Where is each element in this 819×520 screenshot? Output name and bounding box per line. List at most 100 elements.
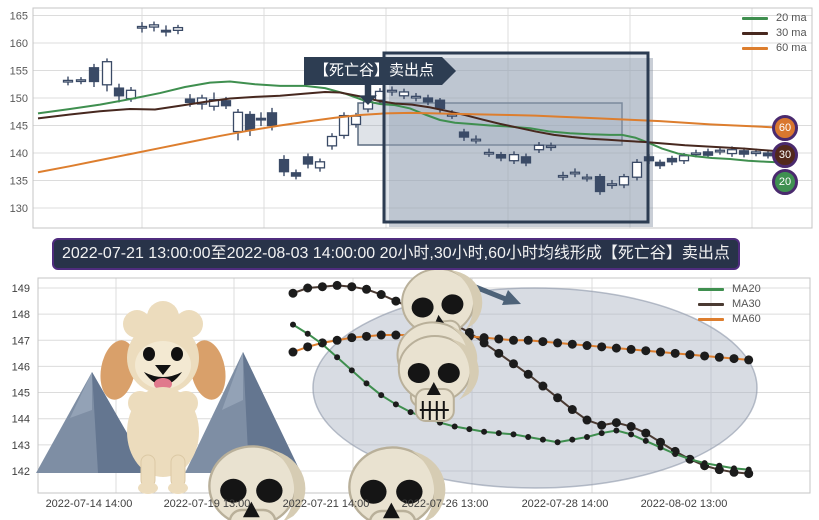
data-point bbox=[685, 350, 695, 360]
candle bbox=[666, 155, 678, 166]
candle bbox=[581, 173, 593, 182]
data-point bbox=[525, 433, 532, 440]
y-tick-label: 147 bbox=[12, 335, 30, 347]
candle bbox=[470, 135, 482, 144]
data-point bbox=[495, 430, 502, 437]
candle bbox=[557, 171, 569, 181]
candle bbox=[520, 153, 532, 167]
data-point bbox=[348, 367, 355, 374]
data-point bbox=[376, 330, 386, 340]
data-point bbox=[657, 444, 664, 451]
legend-item-ma60: MA60 bbox=[698, 313, 761, 325]
data-point bbox=[626, 344, 636, 354]
candle bbox=[569, 168, 581, 178]
candle bbox=[386, 86, 398, 96]
data-point bbox=[611, 418, 621, 428]
data-point bbox=[290, 321, 296, 328]
data-point bbox=[672, 450, 679, 457]
candle bbox=[62, 76, 74, 86]
data-point bbox=[701, 460, 708, 467]
data-point bbox=[392, 401, 399, 408]
data-point bbox=[376, 290, 386, 300]
data-point bbox=[332, 280, 342, 290]
y-tick-label: 165 bbox=[10, 11, 28, 23]
data-point bbox=[466, 426, 473, 433]
candle bbox=[113, 83, 125, 103]
candle bbox=[458, 128, 470, 141]
legend-item-20ma: 20 ma bbox=[742, 12, 807, 24]
candle bbox=[278, 155, 290, 177]
death-valley-summary-banner: 2022-07-21 13:00:00至2022-08-03 14:00:00 … bbox=[52, 238, 740, 270]
x-tick-label: 2022-07-19 13:00 bbox=[164, 498, 251, 510]
ma60-line-swatch bbox=[698, 317, 724, 321]
y-tick-label: 160 bbox=[10, 38, 28, 50]
data-point bbox=[626, 422, 636, 432]
data-point bbox=[481, 428, 488, 435]
data-point bbox=[582, 341, 592, 351]
data-point bbox=[641, 428, 651, 438]
data-point bbox=[700, 351, 710, 361]
candle bbox=[88, 63, 100, 87]
y-tick-label: 155 bbox=[10, 66, 28, 78]
data-point bbox=[656, 347, 665, 357]
y-tick-label: 148 bbox=[12, 309, 30, 321]
right-mountain bbox=[185, 352, 301, 473]
legend-label: 20 ma bbox=[776, 12, 807, 24]
data-point bbox=[553, 393, 563, 403]
candle bbox=[160, 25, 172, 37]
data-point bbox=[582, 415, 592, 425]
data-point bbox=[656, 437, 665, 447]
data-point bbox=[745, 466, 752, 473]
death-valley-sell-point-callout: 【死亡谷】卖出点 bbox=[304, 57, 456, 85]
candle bbox=[410, 93, 422, 102]
data-point bbox=[597, 342, 607, 352]
legend-label: 60 ma bbox=[776, 42, 807, 54]
data-point bbox=[332, 335, 342, 345]
ma30-line-swatch bbox=[698, 302, 724, 306]
ma30-line bbox=[37, 90, 781, 153]
x-tick-label: 2022-07-28 14:00 bbox=[522, 498, 609, 510]
data-point bbox=[378, 392, 385, 399]
data-point bbox=[598, 430, 605, 437]
data-point bbox=[613, 427, 620, 434]
data-point bbox=[317, 282, 327, 292]
legend-label: 30 ma bbox=[776, 27, 807, 39]
candle bbox=[326, 133, 338, 150]
candle bbox=[75, 77, 87, 85]
data-point bbox=[554, 439, 561, 446]
data-point bbox=[303, 342, 313, 352]
data-point bbox=[584, 433, 590, 440]
data-point bbox=[391, 330, 401, 340]
candle bbox=[290, 169, 302, 180]
data-point bbox=[538, 381, 548, 391]
20ma-line-swatch bbox=[742, 16, 768, 20]
data-point bbox=[716, 462, 723, 469]
data-point bbox=[642, 437, 649, 444]
data-point bbox=[362, 284, 371, 294]
data-point bbox=[686, 456, 693, 463]
candle bbox=[533, 142, 545, 153]
data-point bbox=[523, 335, 533, 345]
y-tick-label: 150 bbox=[10, 93, 28, 105]
candle bbox=[606, 179, 618, 189]
data-point bbox=[391, 296, 401, 306]
data-point bbox=[597, 420, 607, 430]
data-point bbox=[407, 409, 414, 416]
data-point bbox=[494, 334, 504, 344]
top-chart-legend: 20 ma 30 ma 60 ma bbox=[742, 12, 807, 54]
bottom-chart-legend: MA20 MA30 MA60 bbox=[698, 283, 761, 325]
data-point bbox=[523, 369, 533, 379]
legend-item-60ma: 60 ma bbox=[742, 42, 807, 54]
ma60-badge: 60 bbox=[772, 115, 798, 141]
x-tick-label: 2022-07-21 14:00 bbox=[283, 498, 370, 510]
highlight-box-border bbox=[382, 51, 650, 224]
30ma-line-swatch bbox=[742, 31, 768, 35]
data-point bbox=[509, 335, 518, 345]
data-point bbox=[731, 465, 737, 472]
candle bbox=[545, 142, 557, 151]
y-tick-label: 140 bbox=[10, 148, 28, 160]
data-point bbox=[347, 282, 357, 292]
data-point bbox=[479, 333, 489, 343]
data-point bbox=[510, 431, 517, 438]
